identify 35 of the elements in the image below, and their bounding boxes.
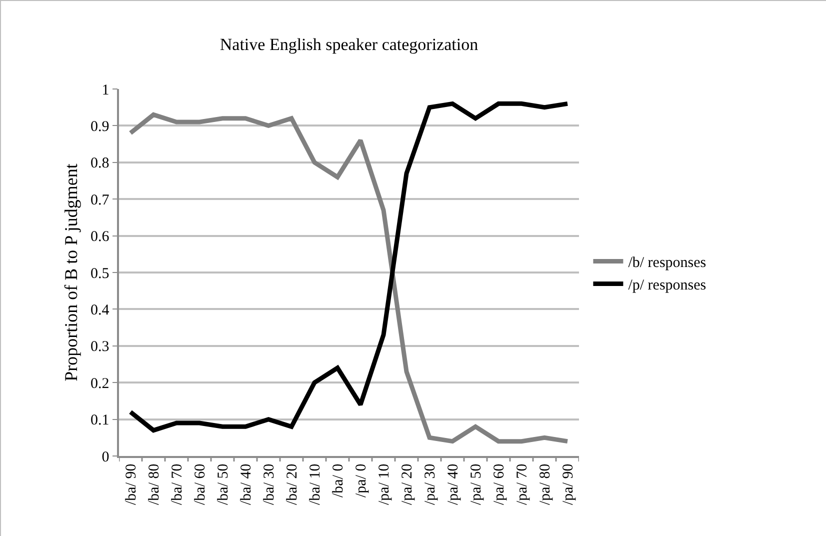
y-tick-label: 0.7 <box>90 192 110 208</box>
x-tick-label: /pa/ 30 <box>422 464 438 505</box>
y-tick-label: 0.1 <box>90 412 110 429</box>
x-tick-label: /pa/ 80 <box>537 464 554 505</box>
x-tick-label: /ba/ 20 <box>284 464 300 505</box>
y-axis-title: Proportion of B to P judgment <box>61 164 82 382</box>
y-tick-label: 0.9 <box>90 118 110 135</box>
x-tick-label: /pa/ 70 <box>514 464 530 505</box>
y-tick-label: 0.6 <box>90 229 110 246</box>
legend-label: /p/ responses <box>628 278 706 294</box>
legend-label: /b/ responses <box>628 255 706 272</box>
x-tick-label: /ba/ 50 <box>215 464 232 505</box>
y-tick-label: 0 <box>102 449 110 466</box>
y-tick-label: 1 <box>102 82 110 98</box>
x-tick-label: /pa/ 10 <box>376 464 392 505</box>
x-tick-label: /ba/ 0 <box>330 464 346 498</box>
x-tick-label: /ba/ 40 <box>238 464 254 505</box>
y-tick-label: 0.3 <box>90 339 110 356</box>
x-tick-label: /pa/ 50 <box>468 464 484 505</box>
y-tick-label: 0.8 <box>90 156 110 172</box>
x-tick-label: /pa/ 40 <box>445 464 462 505</box>
x-tick-label: /ba/ 70 <box>169 464 186 505</box>
x-tick-label: /pa/ 60 <box>491 464 508 505</box>
y-tick-label: 0.4 <box>90 302 110 318</box>
x-tick-label: /pa/ 90 <box>560 464 576 505</box>
x-tick-label: /ba/ 10 <box>307 464 324 505</box>
x-tick-label: /ba/ 90 <box>123 464 140 505</box>
y-tick-label: 0.5 <box>90 266 110 282</box>
x-tick-label: /pa/ 20 <box>399 464 416 505</box>
chart-title: Native English speaker categorization <box>220 34 479 54</box>
x-tick-label: /ba/ 80 <box>146 464 162 505</box>
x-tick-label: /ba/ 30 <box>261 464 278 505</box>
y-tick-label: 0.2 <box>90 376 110 392</box>
x-tick-label: /pa/ 0 <box>353 464 370 498</box>
x-tick-label: /ba/ 60 <box>192 464 208 505</box>
